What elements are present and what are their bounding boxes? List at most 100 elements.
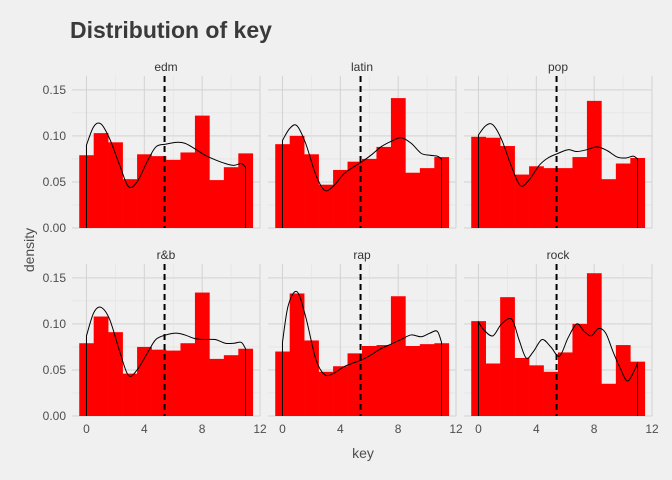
histogram-bar [362,158,377,228]
x-tick-label: 0 [475,422,482,436]
y-tick-label: 0.10 [43,317,67,331]
histogram-bar [289,135,305,228]
strip-label-latin: latin [351,60,373,74]
histogram-bar [500,297,515,416]
density-curve [85,306,247,416]
histogram-bar [572,157,588,228]
histogram-bar [558,352,573,416]
histogram-bar [543,371,559,416]
histogram-bar [166,350,181,416]
x-tick-label: 12 [645,422,659,436]
histogram-bar [405,345,421,416]
histogram-bar [558,168,573,228]
x-tick-label: 4 [141,422,148,436]
histogram-bar [347,161,363,228]
y-tick-label: 0.15 [43,83,67,97]
histogram-bar [586,273,602,416]
density-curve [477,123,639,228]
histogram-bar [333,366,348,416]
histogram-bar [333,169,348,228]
histogram-bar [405,172,421,228]
histogram-bar [166,159,181,228]
strip-label-pop: pop [548,60,568,74]
y-tick-label: 0.00 [43,221,67,235]
histogram-bar [500,146,515,228]
x-tick-label: 12 [253,422,267,436]
histogram-bar [419,168,435,228]
histogram-bar [347,353,363,416]
strip-label-edm: edm [154,60,177,74]
panel-rap: rap 0 4 8 12 [268,248,463,436]
histogram-bar [180,343,196,416]
x-tick-label: 4 [533,422,540,436]
density-curve [281,124,443,228]
histogram-bar [514,357,530,416]
panel-latin: latin [268,60,457,229]
density-curve [85,122,247,228]
histogram-bar [601,383,617,416]
x-tick-label: 8 [395,422,402,436]
histogram-bar [151,349,167,416]
histogram-bar [151,156,167,228]
histogram-bar [93,133,109,228]
histogram-bar [194,292,210,416]
histogram-bar [223,355,239,416]
histogram-bar [529,166,544,228]
chart-title: Distribution of key [70,17,272,43]
histogram-bar [572,323,588,416]
histogram-bar [289,293,305,416]
histogram-bar [209,358,225,416]
histogram-bar [586,100,602,228]
histogram-bar [543,168,559,228]
y-tick-label: 0.15 [43,271,67,285]
facet-panels: edm 0.00 0.05 0.10 0.15 latin pop r&b 0.00 0.05 0.… [43,60,659,436]
histogram-bar [529,365,544,416]
histogram-bar [318,371,334,416]
histogram-bar [209,180,225,228]
panel-rock: rock 0 4 8 12 [464,248,659,436]
strip-label-rb: r&b [157,248,176,262]
histogram-bar [514,174,530,228]
histogram-bar [362,345,377,416]
density-curve [477,318,639,416]
x-tick-label: 0 [83,422,90,436]
x-axis-title: key [352,445,374,461]
x-tick-label: 8 [591,422,598,436]
histogram-bar [615,345,631,416]
x-tick-label: 12 [449,422,463,436]
histogram-bar [376,345,392,416]
panel-pop: pop [464,60,653,229]
histogram-bar [615,163,631,228]
y-tick-label: 0.05 [43,363,67,377]
histogram-bar [390,98,406,228]
strip-label-rap: rap [353,248,371,262]
panel-edm: edm 0.00 0.05 0.10 0.15 [43,60,261,235]
y-axis-title: density [21,228,37,272]
panel-rb: r&b 0.00 0.05 0.10 0.15 0 4 8 12 [43,248,267,436]
histogram-bar [108,332,123,416]
strip-label-rock: rock [547,248,571,262]
density-curve [281,290,443,416]
histogram-bar [376,146,392,228]
histogram-bar [223,167,239,228]
histogram-bar [419,344,435,416]
x-tick-label: 0 [279,422,286,436]
y-tick-label: 0.05 [43,175,67,189]
histogram-bar [194,115,210,228]
x-tick-label: 8 [199,422,206,436]
histogram-bar [180,152,196,228]
histogram-bar [485,363,501,416]
histogram-bar [318,184,334,228]
histogram-bar [137,154,152,228]
histogram-bar [122,373,138,416]
histogram-bar [122,179,138,228]
histogram-bar [304,154,319,228]
histogram-bar [601,179,617,228]
y-tick-label: 0.10 [43,129,67,143]
y-tick-label: 0.00 [43,409,67,423]
histogram-bar [485,137,501,228]
histogram-bar [304,340,319,416]
x-tick-label: 4 [337,422,344,436]
histogram-bar [390,296,406,416]
